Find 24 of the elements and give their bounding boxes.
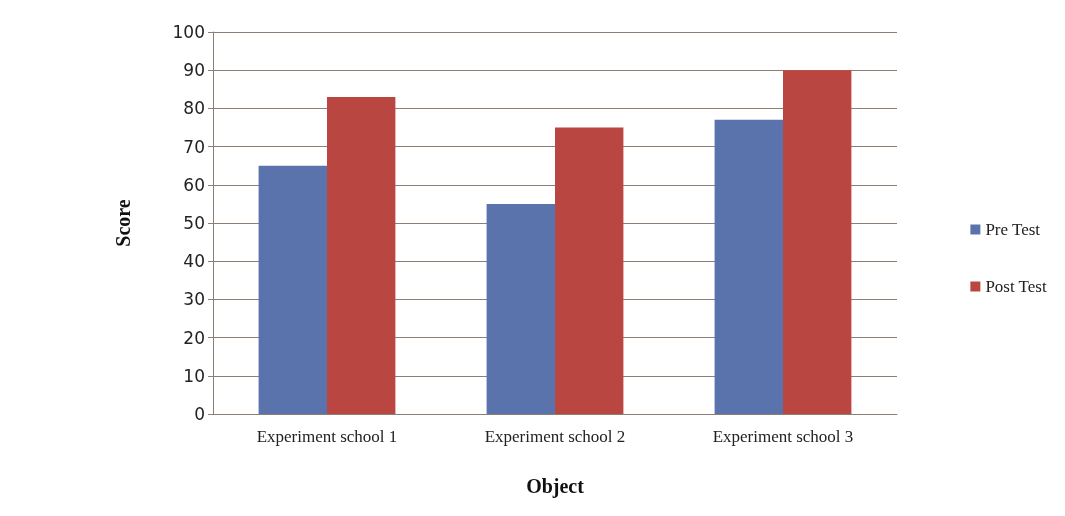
bar [486, 203, 555, 414]
legend-label: Post Test [985, 277, 1047, 296]
bar [258, 165, 327, 414]
bar [327, 96, 396, 414]
y-tick-label: 40 [183, 251, 205, 272]
y-tick-label: 70 [183, 136, 205, 157]
x-tick-label: Experiment school 2 [484, 427, 626, 446]
y-tick-label: 30 [183, 289, 205, 310]
legend-label: Pre Test [985, 220, 1041, 239]
y-tick-label: 100 [172, 22, 205, 42]
bar [714, 119, 783, 414]
x-tick-label: Experiment school 3 [712, 427, 854, 446]
y-tick-label: 80 [183, 98, 205, 119]
y-tick-label: 90 [183, 60, 205, 81]
bar [783, 70, 852, 414]
x-tick-label: Experiment school 1 [256, 427, 398, 446]
y-tick-label: 60 [183, 174, 205, 195]
y-tick-label: 50 [183, 213, 205, 233]
y-tick-label: 10 [183, 365, 205, 386]
bar [555, 127, 624, 414]
y-tick-label: 20 [183, 327, 205, 348]
y-tick-label: 0 [194, 404, 205, 424]
y-axis-title: Score [112, 199, 134, 247]
x-axis-title: Object [526, 475, 585, 498]
